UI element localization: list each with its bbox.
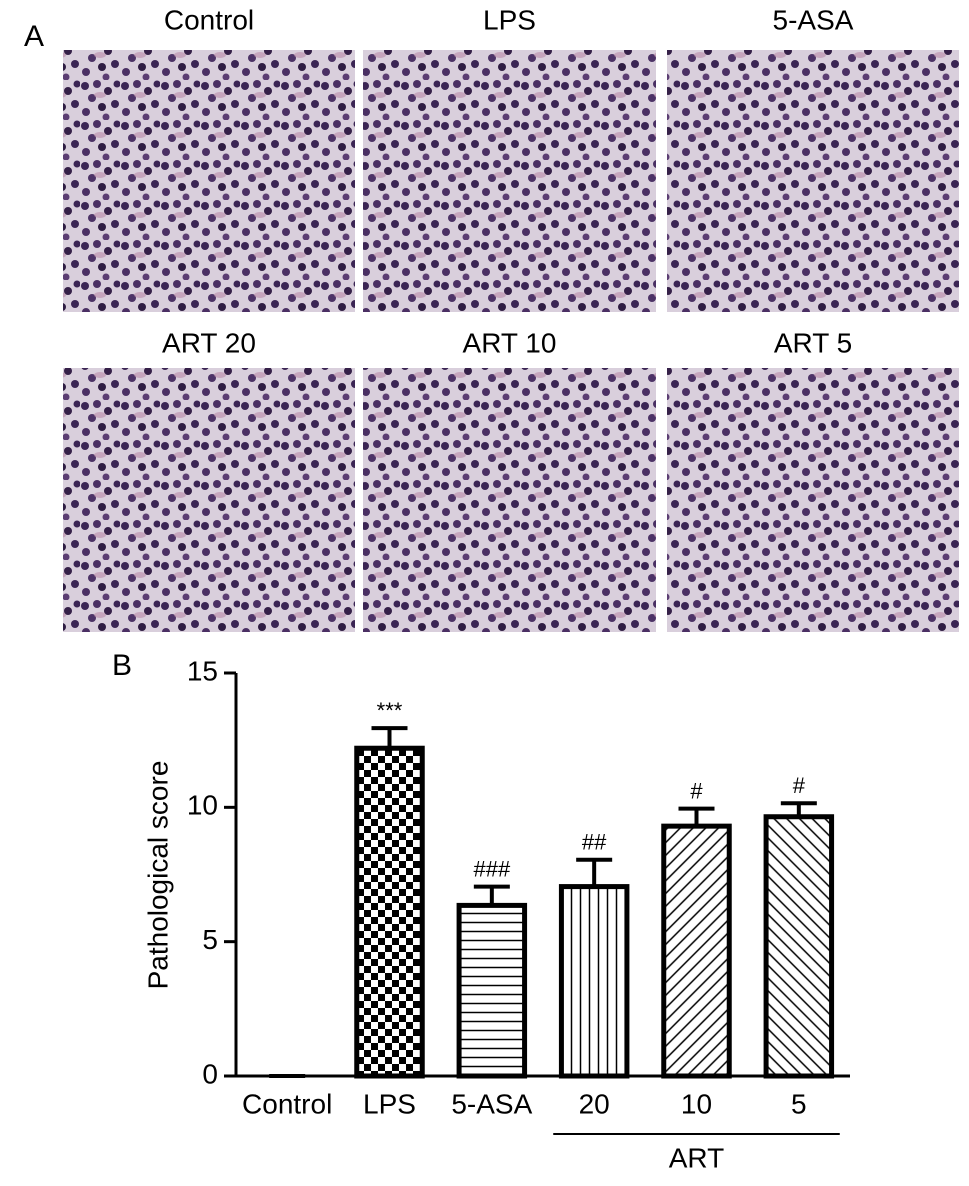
x-tick-label: 5-ASA (451, 1088, 532, 1119)
significance-label: # (690, 778, 703, 803)
image-label: LPS (483, 4, 536, 35)
y-tick-label: 15 (187, 655, 218, 686)
bar (354, 745, 425, 1079)
significance-label: ## (582, 830, 607, 855)
panel-label: B (112, 649, 132, 682)
micrograph (363, 368, 656, 632)
x-tick-label: Control (242, 1088, 332, 1119)
bar (456, 902, 528, 1079)
bar (558, 884, 630, 1079)
micrograph (63, 368, 355, 632)
y-tick-label: 0 (202, 1058, 218, 1089)
bar (763, 814, 835, 1079)
panel-label: A (24, 20, 44, 53)
significance-label: *** (377, 698, 403, 723)
image-label: Control (164, 4, 254, 35)
image-label: ART 5 (774, 327, 852, 358)
x-tick-label: 5 (791, 1088, 807, 1119)
y-tick-label: 5 (202, 924, 218, 955)
significance-label: ### (473, 856, 510, 881)
micrograph (667, 50, 959, 312)
micrograph (363, 50, 656, 312)
y-tick-label: 10 (187, 790, 218, 821)
micrograph (667, 368, 959, 632)
image-label: 5-ASA (773, 4, 854, 35)
y-axis-label: Pathological score (142, 761, 173, 990)
bar (661, 823, 732, 1079)
image-label: ART 10 (463, 327, 557, 358)
x-tick-label: LPS (363, 1088, 416, 1119)
x-tick-label: 10 (681, 1088, 712, 1119)
group-label: ART (669, 1142, 725, 1173)
significance-label: # (793, 773, 806, 798)
x-tick-label: 20 (579, 1088, 610, 1119)
micrograph (63, 50, 355, 312)
image-label: ART 20 (162, 327, 256, 358)
